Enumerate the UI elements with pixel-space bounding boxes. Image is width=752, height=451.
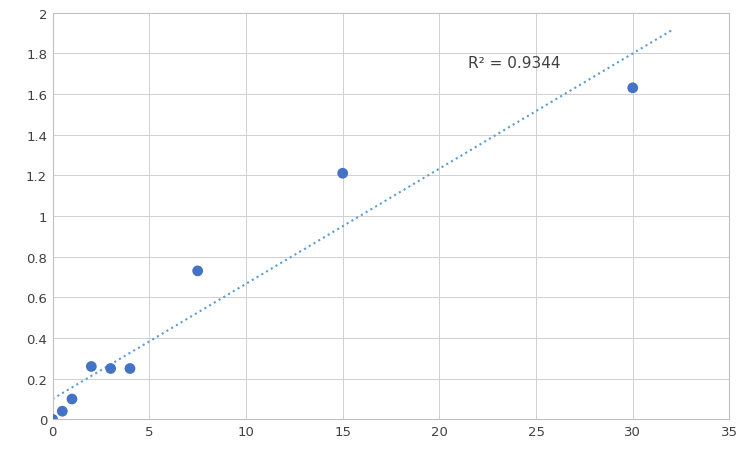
Point (124, 365, 136, 372)
Point (337, 170, 349, 177)
Point (105, 365, 117, 372)
Point (66, 396, 78, 403)
Point (56, 408, 68, 415)
Point (626, 85, 638, 92)
Point (47, 416, 59, 423)
Text: R² = 0.9344: R² = 0.9344 (468, 55, 561, 70)
Point (85, 363, 97, 370)
Point (192, 267, 204, 275)
